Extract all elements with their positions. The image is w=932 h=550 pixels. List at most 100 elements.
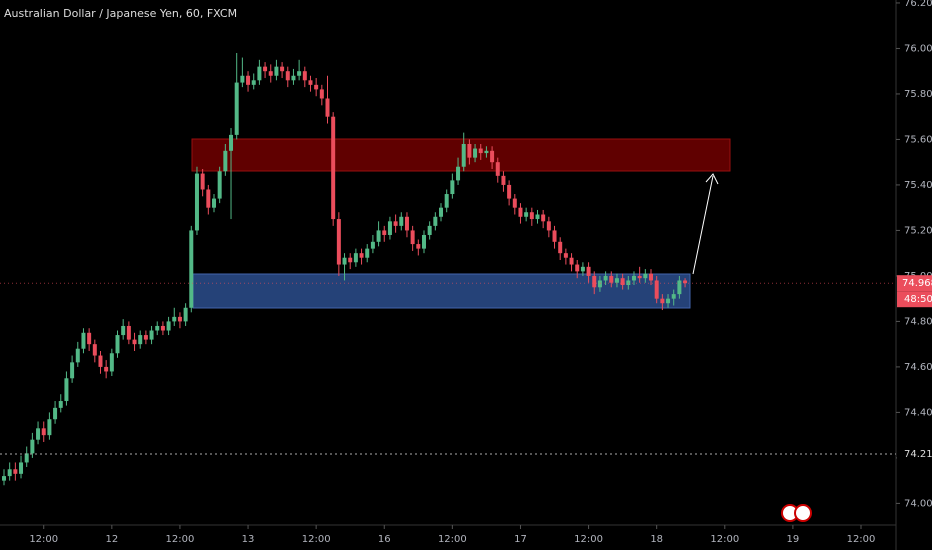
x-tick-label: 12:00 bbox=[29, 534, 58, 545]
candle-body bbox=[473, 148, 478, 158]
candle-body bbox=[552, 230, 557, 242]
candle-body bbox=[666, 298, 671, 304]
candle-body bbox=[597, 280, 602, 288]
y-tick-label: 74.400 bbox=[904, 407, 932, 418]
candle-body bbox=[234, 82, 239, 135]
candle-body bbox=[683, 280, 688, 284]
candle-body bbox=[246, 75, 251, 85]
candle-body bbox=[211, 198, 216, 208]
candle-body bbox=[620, 278, 625, 286]
candle-body bbox=[512, 198, 517, 208]
candle-body bbox=[461, 143, 466, 167]
resistance-zone bbox=[191, 138, 731, 172]
candle-body bbox=[268, 71, 273, 76]
candle-body bbox=[223, 150, 228, 172]
candle-body bbox=[336, 219, 341, 265]
candle-body bbox=[575, 264, 580, 272]
reference-label: 74.217 bbox=[904, 449, 932, 460]
candle-body bbox=[41, 428, 46, 436]
countdown-label: 48:50 bbox=[904, 294, 932, 305]
countdown-box bbox=[897, 291, 932, 308]
candle-body bbox=[609, 275, 614, 283]
y-tick-label: 75.800 bbox=[904, 89, 932, 100]
candle-body bbox=[98, 355, 103, 367]
candle-body bbox=[348, 257, 353, 263]
candle-body bbox=[251, 80, 256, 85]
candle-body bbox=[189, 230, 194, 308]
candle-body bbox=[507, 184, 512, 199]
logo bbox=[781, 504, 812, 522]
candle-body bbox=[654, 280, 659, 299]
candle-body bbox=[172, 316, 177, 322]
y-tick-label: 74.800 bbox=[904, 316, 932, 327]
candle-body bbox=[416, 244, 421, 249]
x-tick-label: 16 bbox=[378, 534, 391, 545]
candle-body bbox=[166, 321, 171, 331]
candle-body bbox=[143, 335, 148, 340]
candle-body bbox=[541, 214, 546, 222]
x-tick-label: 19 bbox=[787, 534, 800, 545]
y-tick-label: 75.400 bbox=[904, 180, 932, 191]
candle-body bbox=[529, 212, 534, 220]
candle-body bbox=[558, 241, 563, 254]
candle-body bbox=[121, 325, 126, 336]
candle-body bbox=[274, 66, 279, 76]
candle-body bbox=[427, 225, 432, 235]
candle-body bbox=[518, 207, 523, 217]
candle-body bbox=[484, 150, 489, 154]
candle-body bbox=[677, 280, 682, 295]
candle-body bbox=[353, 253, 358, 263]
candle-body bbox=[155, 325, 160, 331]
candle-body bbox=[240, 75, 245, 83]
chart-title: Australian Dollar / Japanese Yen, 60, FX… bbox=[4, 7, 237, 20]
candle-body bbox=[75, 348, 80, 363]
candle-body bbox=[450, 180, 455, 195]
candle-body bbox=[370, 241, 375, 249]
candle-body bbox=[404, 216, 409, 231]
x-tick-label: 17 bbox=[514, 534, 527, 545]
candle-body bbox=[410, 230, 415, 245]
arrow bbox=[692, 173, 719, 275]
candle-body bbox=[535, 214, 540, 220]
candle-body bbox=[13, 469, 18, 474]
candle-body bbox=[399, 216, 404, 226]
candle-body bbox=[359, 253, 364, 258]
candle-body bbox=[546, 221, 551, 231]
candle-body bbox=[563, 253, 568, 258]
candle-body bbox=[382, 230, 387, 235]
candle-body bbox=[444, 194, 449, 208]
x-tick-label: 12:00 bbox=[166, 534, 195, 545]
candle-body bbox=[132, 339, 137, 345]
candle-body bbox=[631, 275, 636, 281]
candle-body bbox=[229, 134, 234, 151]
candle-body bbox=[149, 330, 154, 340]
candle-body bbox=[217, 171, 222, 199]
reference-label-box bbox=[897, 446, 932, 463]
candle-body bbox=[206, 189, 211, 208]
candle-body bbox=[47, 419, 52, 436]
candle-body bbox=[376, 230, 381, 242]
candle-body bbox=[263, 66, 268, 72]
candle-body bbox=[115, 335, 120, 354]
candle-body bbox=[138, 335, 143, 345]
candle-body bbox=[160, 325, 165, 331]
candle-body bbox=[671, 294, 676, 299]
candle-body bbox=[478, 148, 483, 154]
candle-body bbox=[19, 462, 24, 474]
arrow-shaft bbox=[692, 175, 714, 275]
candle-body bbox=[649, 273, 654, 281]
candle-body bbox=[660, 298, 665, 304]
candle-body bbox=[614, 278, 619, 283]
x-tick-label: 12:00 bbox=[438, 534, 467, 545]
x-tick-label: 13 bbox=[242, 534, 255, 545]
candle-body bbox=[53, 407, 58, 420]
candle-body bbox=[421, 234, 426, 249]
candle-body bbox=[467, 143, 472, 158]
last-price-box bbox=[897, 275, 932, 292]
candle-body bbox=[291, 75, 296, 81]
x-tick-label: 12:00 bbox=[574, 534, 603, 545]
y-tick-label: 74.000 bbox=[904, 498, 932, 509]
candle-body bbox=[36, 428, 41, 440]
